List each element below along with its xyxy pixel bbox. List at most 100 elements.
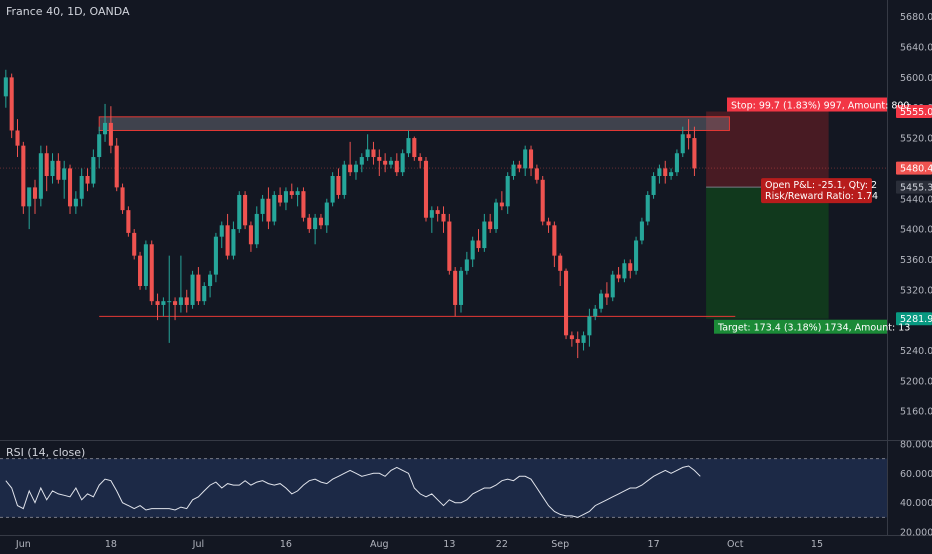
candle-body <box>190 274 195 305</box>
candle-body <box>313 217 318 230</box>
candle-body <box>38 153 43 199</box>
candle-body <box>85 176 90 184</box>
candle-body <box>3 77 8 97</box>
candle-body <box>365 149 370 158</box>
candle-body <box>482 221 487 249</box>
candle-body <box>651 176 656 195</box>
candle-body <box>132 232 137 256</box>
price-tick-label: 5600.0 <box>900 73 932 84</box>
price-label-text: 5555.0 <box>900 107 932 118</box>
candle-body <box>558 255 563 271</box>
candle-body <box>208 274 213 286</box>
symbol-title: France 40, 1D, OANDA <box>6 5 130 18</box>
candle-body <box>423 160 429 218</box>
candle-body <box>196 274 201 302</box>
candle-body <box>278 194 283 203</box>
candle-body <box>184 297 189 305</box>
candle-body <box>499 202 504 207</box>
candle-body <box>523 149 528 169</box>
candle-body <box>260 198 265 214</box>
time-tick-label: Sep <box>551 539 569 550</box>
candle-body <box>32 187 38 199</box>
candle-body <box>464 259 469 271</box>
candle-body <box>634 240 639 271</box>
candle-body <box>56 160 61 180</box>
candle-body <box>394 160 399 173</box>
candle-body <box>143 244 148 286</box>
stop-label-text: Stop: 99.7 (1.83%) 997, Amount: 800 <box>731 101 909 112</box>
pnl-box <box>761 178 872 204</box>
candle-body <box>231 229 236 256</box>
time-tick-label: 16 <box>280 539 292 550</box>
candle-body <box>593 308 598 317</box>
candle-body <box>377 157 382 161</box>
price-label-bg <box>896 161 932 175</box>
candle-body <box>91 157 96 184</box>
price-tick-label: 5680.0 <box>900 12 932 23</box>
candle-body <box>155 301 160 305</box>
candle-body <box>62 168 67 180</box>
candle-body <box>429 210 434 218</box>
candle-body <box>178 297 183 305</box>
candle-body <box>441 213 446 222</box>
candle-body <box>493 202 499 230</box>
rsi-tick-label: 80.0000 <box>900 439 932 450</box>
candle-body <box>9 77 14 131</box>
candle-body <box>289 191 294 195</box>
candle-body <box>348 164 353 173</box>
candle-body <box>243 194 248 226</box>
candle-body <box>50 160 55 176</box>
candle-body <box>447 221 452 271</box>
time-tick-label: Jun <box>15 539 31 550</box>
candle-body <box>272 194 277 222</box>
candle-body <box>102 122 108 135</box>
candle-body <box>21 145 26 207</box>
price-tick-label: 5320.0 <box>900 285 932 296</box>
candle-body <box>126 210 131 233</box>
candle-body <box>505 176 510 207</box>
candle-body <box>622 263 627 279</box>
candle-body <box>604 293 609 298</box>
candle-body <box>225 225 230 256</box>
candle-body <box>371 149 376 158</box>
candle-body <box>388 160 394 165</box>
stop-zone <box>706 111 829 188</box>
candle-body <box>552 225 557 256</box>
candle-body <box>330 176 335 203</box>
candle-body <box>657 168 662 176</box>
candle-body <box>534 168 539 180</box>
candle-body <box>324 202 329 226</box>
price-tick-label: 5440.0 <box>900 194 932 205</box>
time-tick-label: 15 <box>811 539 823 550</box>
rsi-line <box>5 465 701 518</box>
pnl-line1: Open P&L: -25.1, Qty: 2 <box>765 180 877 191</box>
price-tick-label: 5360.0 <box>900 255 932 266</box>
candle-body <box>114 145 119 188</box>
price-tick-label: 5160.0 <box>900 407 932 418</box>
price-label-bg <box>896 180 932 194</box>
candle-body <box>266 198 271 222</box>
candle-body <box>628 263 633 271</box>
candle-body <box>569 335 574 340</box>
candle-body <box>476 240 481 249</box>
candle-body <box>336 176 341 195</box>
candle-body <box>342 164 347 195</box>
candle-body <box>645 194 650 222</box>
time-tick-label: 13 <box>443 539 455 550</box>
time-tick-label: 17 <box>648 539 660 550</box>
candle-body <box>202 286 207 302</box>
candle-body <box>540 179 545 222</box>
candle-body <box>254 213 259 245</box>
candle-body <box>67 168 73 207</box>
candle-body <box>213 236 218 275</box>
candle-body <box>680 134 685 154</box>
price-label-text: 5480.4 <box>900 164 932 175</box>
rsi-title: RSI (14, close) <box>6 446 86 459</box>
candle-body <box>511 164 516 176</box>
candle-body <box>435 210 440 214</box>
candle-body <box>295 191 300 195</box>
candle-body <box>15 130 20 146</box>
candle-body <box>120 187 125 211</box>
